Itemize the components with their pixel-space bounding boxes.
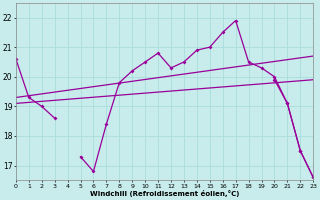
X-axis label: Windchill (Refroidissement éolien,°C): Windchill (Refroidissement éolien,°C)	[90, 190, 239, 197]
